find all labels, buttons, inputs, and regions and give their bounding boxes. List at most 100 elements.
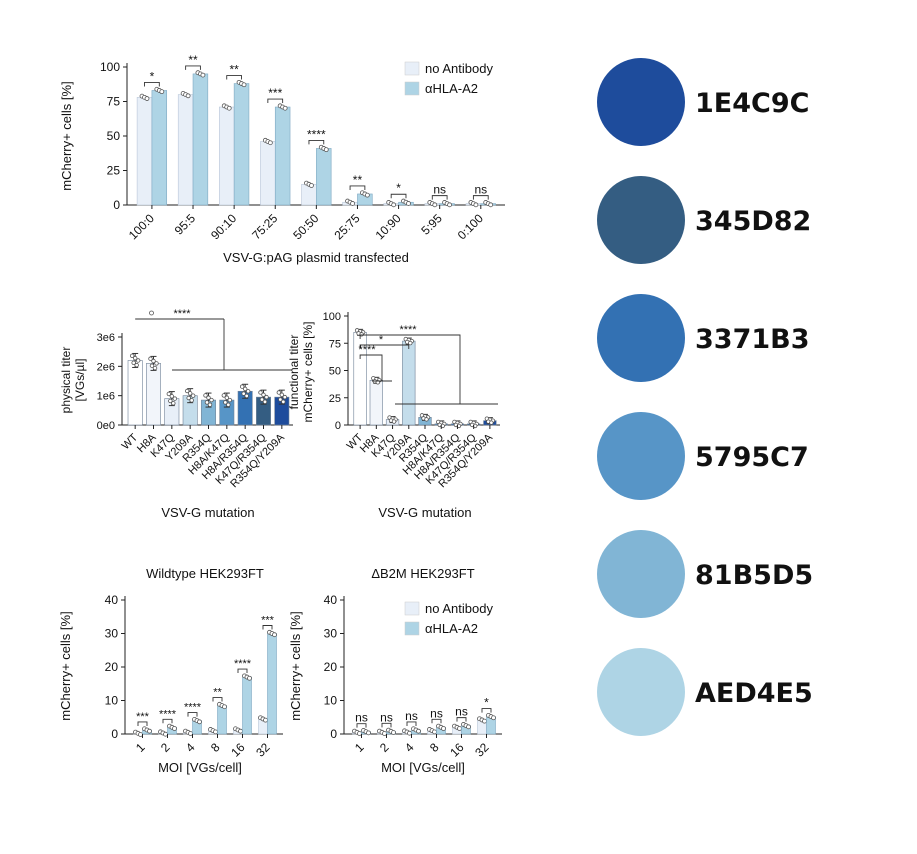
x-axis-label: MOI [VGs/cell]: [381, 760, 465, 775]
legend-label: no Antibody: [425, 61, 493, 76]
x-tick-label: 32: [253, 740, 273, 760]
y-axis-label: mCherry+ cells [%]: [58, 611, 73, 720]
significance-bracket: [431, 718, 442, 724]
y-tick-label: 0e0: [97, 420, 115, 432]
significance-bracket: [359, 334, 461, 404]
significance-label: ns: [474, 183, 487, 197]
y-tick-label: 0: [111, 727, 118, 741]
significance-label: ns: [355, 711, 368, 725]
significance-label: ****: [173, 308, 191, 320]
data-point: [391, 730, 396, 735]
data-point: [272, 632, 277, 638]
color-swatch-circle: [597, 648, 685, 736]
y-tick-label: 1e6: [97, 391, 115, 403]
significance-label: ****: [399, 324, 417, 336]
bar: [233, 83, 250, 206]
bar: [274, 106, 291, 206]
data-point: [222, 704, 227, 710]
x-tick-label: 5:95: [418, 211, 445, 238]
data-point: [239, 384, 245, 389]
significance-bracket: [381, 722, 392, 728]
bar: [242, 676, 252, 735]
significance-label: ns: [380, 710, 393, 724]
data-point: [207, 402, 213, 407]
significance-label: *: [150, 69, 155, 83]
data-point: [323, 147, 329, 153]
bar: [146, 363, 161, 426]
chart-wildtype-hek293ft: 0 10 20 30 40 1 *** 2 **** 4 **** 8 ** 16 **** 32 *** Wil…: [58, 566, 283, 775]
bar: [369, 380, 383, 426]
data-point: [189, 398, 194, 403]
color-swatch-circle: [597, 58, 685, 146]
chart-title: ΔB2M HEK293FT: [371, 566, 474, 581]
data-point: [263, 717, 268, 723]
chart-functional-titer: 0255075100WTH8AK47QY209AR354QH8A/K47QH8A…: [287, 311, 500, 520]
y-tick-label: 3e6: [97, 332, 115, 344]
y-axis-label: mCherry+ cells [%]: [301, 321, 315, 422]
y-tick-label: 2e6: [97, 361, 115, 373]
y-tick-label: 0: [330, 727, 337, 741]
data-point: [226, 402, 231, 407]
data-point: [382, 731, 387, 736]
data-point: [244, 393, 249, 399]
x-tick-label: 50:50: [290, 211, 321, 242]
x-tick-label: 25:75: [331, 211, 362, 242]
data-point: [366, 730, 371, 736]
x-tick-label: 16: [447, 740, 467, 760]
x-tick-label: 1: [133, 740, 148, 755]
x-axis-label: VSV-G mutation: [378, 505, 471, 520]
significance-label: **: [229, 63, 239, 77]
significance-label: *: [396, 181, 401, 195]
data-point: [226, 105, 232, 111]
bar: [301, 184, 317, 206]
y-tick-label: 100: [323, 311, 341, 323]
data-point: [163, 731, 168, 737]
data-point: [203, 393, 208, 398]
x-axis-label: VSV-G:pAG plasmid transfected: [223, 250, 409, 265]
significance-bracket: [144, 82, 160, 87]
significance-bracket: [390, 193, 407, 199]
data-point: [407, 730, 412, 736]
x-tick-label: 2: [377, 740, 392, 755]
data-point: [466, 724, 471, 730]
data-point: [190, 393, 196, 398]
significance-bracket: [349, 185, 366, 190]
y-tick-label: 40: [105, 593, 119, 607]
x-axis-label: MOI [VGs/cell]: [158, 760, 242, 775]
y-tick-label: 30: [324, 627, 338, 641]
bar: [316, 148, 332, 206]
x-tick-label: 1: [352, 740, 367, 755]
x-tick-label: 4: [183, 740, 198, 755]
x-tick-label: 4: [402, 740, 417, 755]
y-tick-label: 50: [107, 129, 121, 143]
x-tick-label: 0:100: [455, 211, 486, 242]
significance-bracket: [356, 723, 367, 728]
x-tick-label: 95:5: [172, 211, 199, 238]
significance-label: ***: [268, 86, 282, 100]
data-point: [144, 96, 150, 101]
data-point: [473, 202, 479, 208]
significance-bracket: [226, 75, 242, 80]
bar: [151, 90, 168, 206]
data-point: [350, 201, 355, 206]
data-point: [258, 390, 263, 395]
y-axis-label: physical titer: [59, 347, 73, 414]
y-tick-label: 25: [107, 164, 121, 178]
data-point: [406, 201, 411, 206]
significance-bracket: [481, 708, 492, 713]
y-tick-label: 10: [324, 694, 338, 708]
color-swatch-circle: [597, 176, 685, 264]
data-point-outlier: [149, 310, 154, 316]
y-axis-label: mCherry+ cells [%]: [288, 611, 303, 720]
y-tick-label: 25: [329, 393, 341, 405]
x-tick-label: 10:90: [373, 211, 404, 242]
data-point: [223, 400, 228, 405]
data-point: [129, 353, 135, 358]
significance-label: *: [484, 696, 489, 710]
significance-bracket: [359, 354, 383, 381]
legend-label: no Antibody: [425, 601, 493, 616]
y-tick-label: 75: [329, 338, 341, 350]
bar: [136, 97, 153, 206]
significance-bracket: [185, 65, 201, 70]
